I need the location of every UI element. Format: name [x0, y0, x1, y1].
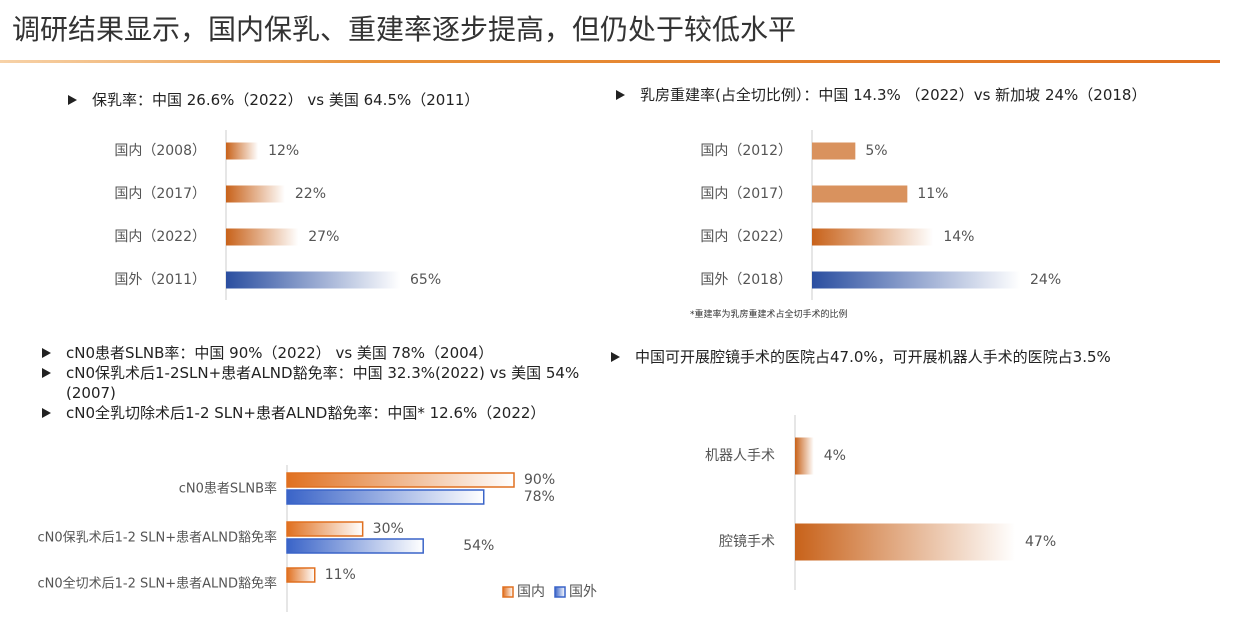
value-label: 24% [1030, 272, 1061, 288]
bullet-text: 保乳率：中国 26.6%（2022） vs 美国 64.5%（2011） [62, 90, 622, 110]
bar [286, 567, 316, 583]
category-label: 国外（2011） [114, 272, 206, 288]
value-label: 12% [268, 143, 299, 159]
bar [812, 271, 1020, 289]
bar [226, 228, 299, 246]
value-label: 47% [1025, 534, 1056, 550]
bar [286, 489, 485, 505]
value-label: 65% [410, 272, 441, 288]
value-label: 14% [943, 229, 974, 245]
category-label: cN0全切术后1-2 SLN+患者ALND豁免率 [38, 576, 278, 592]
category-label: 国内（2012） [700, 143, 792, 159]
bullet-list: 乳房重建率(占全切比例）：中国 14.3% （2022）vs 新加坡 24%（2… [610, 85, 1247, 105]
value-label: 11% [325, 567, 356, 583]
bar [795, 437, 814, 475]
bar [286, 538, 424, 554]
value-label: 4% [824, 448, 846, 464]
bullet-text: 乳房重建率(占全切比例）：中国 14.3% （2022）vs 新加坡 24%（2… [610, 85, 1247, 105]
category-label: 国内（2008） [114, 143, 206, 159]
value-label: 11% [917, 186, 948, 202]
category-label: 国内（2022） [700, 229, 792, 245]
category-label: 国内（2017） [700, 186, 792, 202]
category-label: 机器人手术 [705, 448, 775, 464]
bullet-text: cN0患者SLNB率：中国 90%（2022） vs 美国 78%（2004） [36, 343, 616, 363]
bullet-text: cN0保乳术后1-2SLN+患者ALND豁免率：中国 32.3%(2022) v… [36, 363, 616, 403]
category-label: 腔镜手术 [719, 534, 775, 550]
bullet-list: 保乳率：中国 26.6%（2022） vs 美国 64.5%（2011） [62, 90, 622, 110]
category-label: 国内（2022） [114, 229, 206, 245]
value-label: 30% [373, 521, 404, 537]
bar [286, 521, 364, 537]
bullet-text: cN0全乳切除术后1-2 SLN+患者ALND豁免率：中国* 12.6%（202… [36, 403, 616, 423]
value-label: 22% [295, 186, 326, 202]
value-label: 90% [524, 472, 555, 488]
legend-swatch [554, 586, 566, 598]
legend-label: 国外 [569, 584, 597, 600]
bar [226, 185, 285, 203]
bullet-list: 中国可开展腔镜手术的医院占47.0%，可开展机器人手术的医院占3.5% [605, 347, 1245, 367]
bullet-text: 中国可开展腔镜手术的医院占47.0%，可开展机器人手术的医院占3.5% [605, 347, 1245, 367]
bullet-list: cN0患者SLNB率：中国 90%（2022） vs 美国 78%（2004） c… [36, 343, 616, 423]
bar [812, 228, 934, 246]
value-label: 78% [524, 489, 555, 505]
category-label: 国内（2017） [114, 186, 206, 202]
legend-label: 国内 [517, 584, 545, 600]
value-label: 54% [463, 538, 494, 554]
legend-swatch [502, 586, 514, 598]
category-label: 国外（2018） [700, 272, 792, 288]
value-label: 27% [308, 229, 339, 245]
category-label: cN0保乳术后1-2 SLN+患者ALND豁免率 [38, 530, 278, 546]
bar [812, 185, 908, 203]
slide-title: 调研结果显示，国内保乳、重建率逐步提高，但仍处于较低水平 [12, 13, 797, 46]
title-rule [0, 60, 1220, 63]
bar [226, 271, 400, 289]
bar [286, 472, 515, 488]
bar [226, 142, 259, 160]
category-label: cN0患者SLNB率 [179, 481, 277, 497]
value-label: 5% [865, 143, 887, 159]
footnote: *重建率为乳房重建术占全切手术的比例 [690, 310, 848, 320]
bar [795, 523, 1015, 561]
bar [812, 142, 856, 160]
